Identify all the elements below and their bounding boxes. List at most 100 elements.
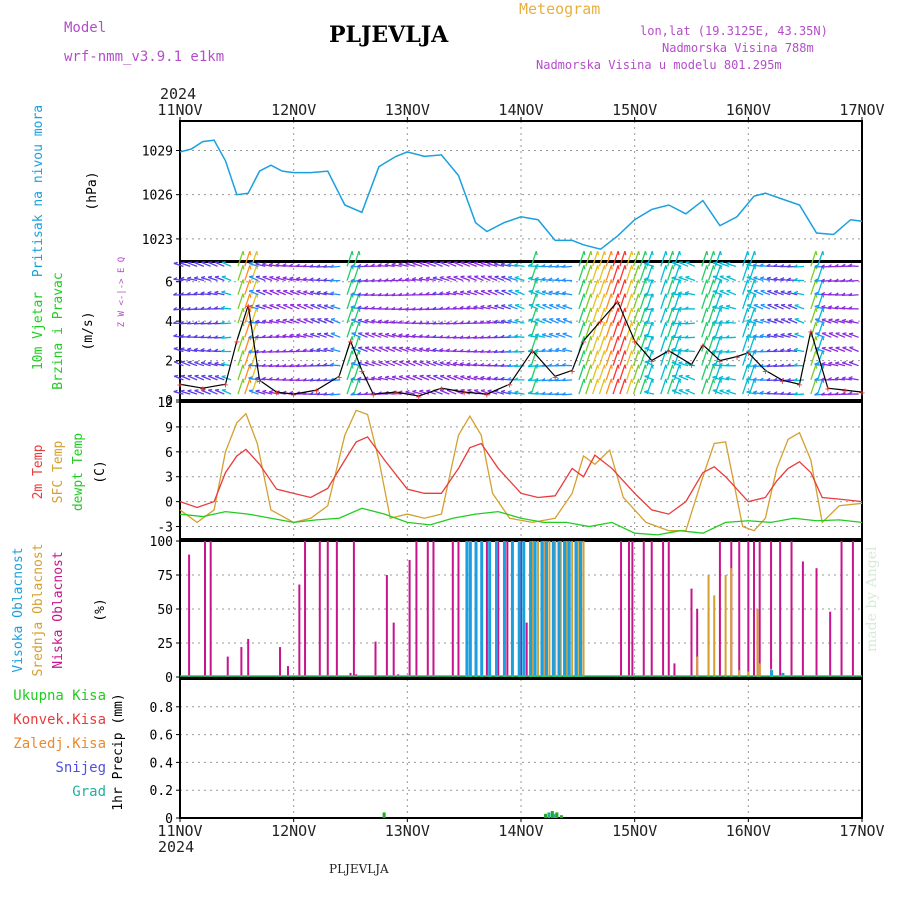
wind-gust-marker: +: [484, 390, 490, 401]
wind-arrow-head: [554, 377, 559, 382]
wind-arrow-head: [822, 251, 825, 256]
wind-arrow-head: [494, 289, 499, 292]
y-tick-label: 6: [165, 446, 173, 461]
wind-arrow: [530, 336, 537, 352]
low-cloud-bar: [326, 541, 329, 677]
wind-arrow: [173, 375, 184, 381]
low-cloud-bar: [673, 663, 676, 677]
wind-arrow: [262, 276, 273, 282]
wind-arrow: [378, 361, 389, 367]
wind-arrow: [673, 293, 681, 310]
wind-arrow: [646, 265, 653, 281]
wind-arrow-head: [242, 293, 245, 298]
wind-arrow: [507, 320, 518, 324]
wind-arrow: [412, 375, 423, 381]
wind-arrow-head: [248, 261, 253, 265]
wind-arrow: [221, 291, 232, 296]
wind-arrow-head: [412, 374, 417, 377]
wind-arrow: [353, 265, 360, 281]
wind-arrow: [371, 346, 382, 353]
wind-arrow: [555, 292, 566, 296]
x-tick-label-bottom: 14NOV: [498, 822, 543, 840]
mid-cloud-bar: [707, 575, 710, 677]
wind-arrow-head: [712, 279, 716, 284]
low-cloud-bar: [627, 541, 630, 677]
wind-arrow-head: [452, 335, 457, 339]
wind-arrow-head: [590, 307, 593, 312]
wind-arrow-head: [815, 318, 820, 321]
high-cloud-bar: [545, 541, 549, 677]
coordinates: lon,lat (19.3125E, 43.35N): [640, 24, 828, 38]
wind-arrow: [646, 293, 653, 310]
wind-arrow: [814, 318, 825, 324]
wind-arrow: [626, 293, 633, 310]
wind-arrow: [685, 375, 696, 381]
wind-arrow: [221, 307, 232, 310]
precip-rain-bar: [544, 813, 548, 818]
wind-arrow-head: [200, 334, 205, 339]
wind-arrow-head: [418, 334, 423, 338]
wind-arrow-head: [820, 377, 826, 381]
wind-arrow: [500, 320, 511, 324]
wind-arrow-head: [398, 346, 404, 349]
wind-arrow: [787, 291, 798, 296]
wind-arrow-head: [371, 360, 376, 364]
wind-arrow: [632, 293, 640, 310]
wind-arrow-head: [283, 303, 288, 306]
low-cloud-bar: [718, 541, 721, 677]
wind-arrow-head: [603, 378, 606, 383]
wind-arrow: [200, 362, 211, 367]
wind-arrow-head: [821, 361, 826, 365]
low-cloud-bar: [696, 609, 699, 677]
temp-side-label-2: dewpt Temp: [71, 433, 86, 511]
wind-arrow-head: [303, 303, 308, 306]
wind-arrow-head: [556, 317, 561, 320]
wind-arrow: [317, 304, 327, 310]
wind-arrow-head: [712, 305, 717, 308]
wind-arrow: [353, 350, 360, 366]
wind-arrow-head: [624, 336, 627, 341]
wind-arrow: [701, 279, 708, 295]
wind-arrow-head: [678, 251, 682, 256]
wind-arrow: [701, 336, 708, 352]
wind-arrow: [316, 333, 327, 338]
wind-arrow: [399, 361, 409, 367]
wind-arrow-head: [514, 318, 519, 322]
wind-arrow-head: [487, 275, 492, 278]
wind-arrow-head: [384, 278, 389, 282]
wind-arrow: [439, 362, 450, 367]
wind-arrow: [474, 275, 484, 282]
wind-arrow: [419, 348, 430, 353]
wind-arrow: [598, 279, 606, 295]
wind-arrow: [598, 336, 606, 352]
wind-arrow: [316, 349, 327, 353]
wind-arrow-head: [677, 321, 682, 325]
wind-arrow: [194, 277, 205, 282]
wind-arrow-head: [815, 350, 818, 355]
wind-arrow-head: [677, 334, 682, 339]
wind-arrow: [707, 265, 715, 281]
wind-arrow: [487, 390, 498, 395]
wind-arrow: [296, 278, 307, 282]
low-cloud-bar: [801, 561, 804, 677]
wind-arrow: [660, 265, 667, 281]
wind-arrow-head: [746, 319, 751, 322]
wind-arrow: [605, 378, 612, 395]
wind-arrow: [643, 294, 655, 296]
wind-arrow-head: [706, 350, 709, 355]
wind-arrow: [794, 379, 805, 382]
x-tick-label-bottom: 11NOV: [157, 822, 202, 840]
wind-arrow: [244, 336, 251, 352]
wind-arrow: [180, 375, 191, 381]
wind-arrow-head: [290, 303, 295, 306]
wind-arrow-head: [747, 279, 750, 284]
wind-arrow-head: [330, 291, 335, 295]
year-label-bottom: 2024: [158, 838, 194, 856]
y-tick-label: -3: [157, 521, 173, 536]
wind-arrow: [283, 290, 293, 296]
wind-arrow: [194, 361, 205, 367]
wind-arrow-head: [460, 375, 465, 378]
wind-arrow: [760, 290, 771, 296]
wind-arrow: [632, 364, 640, 381]
high-cloud-bar: [567, 541, 571, 677]
